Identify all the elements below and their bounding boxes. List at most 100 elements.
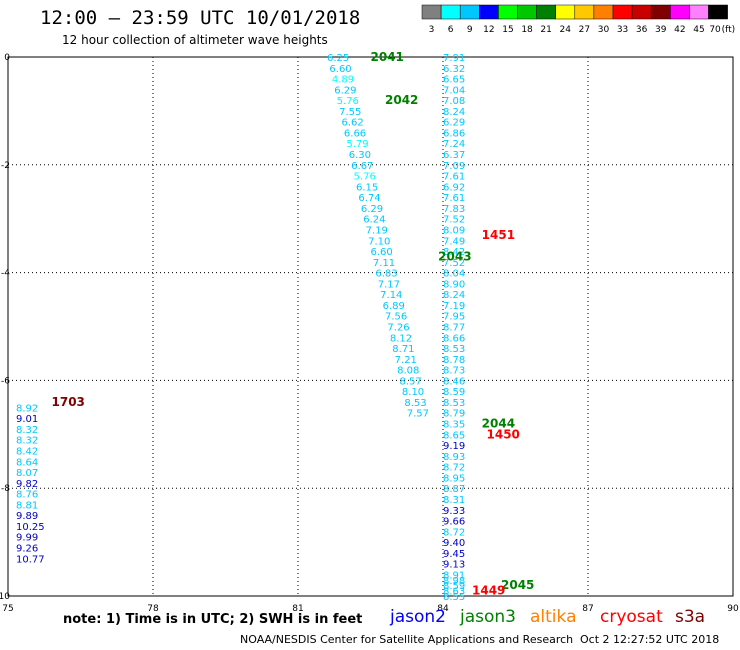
data-point-label: 5.79 bbox=[346, 139, 368, 150]
data-point-label: 9.19 bbox=[443, 441, 465, 452]
legend-cryosat: cryosat bbox=[600, 607, 663, 627]
data-point-label: 8.63 bbox=[443, 587, 465, 598]
data-point-label: 8.90 bbox=[443, 279, 465, 290]
data-point-label: 8.12 bbox=[390, 333, 412, 344]
scale-label: 30 bbox=[598, 25, 610, 35]
data-point-label: 7.14 bbox=[380, 290, 402, 301]
data-point-label: 7.52 bbox=[443, 258, 465, 269]
scale-unit: (ft) bbox=[722, 25, 736, 35]
scale-label: 3 bbox=[429, 25, 435, 35]
x-tick-label: 87 bbox=[582, 604, 593, 614]
pass-time-label: 2041 bbox=[371, 50, 404, 64]
data-point-label: 7.52 bbox=[443, 215, 465, 226]
data-point-label: 6.29 bbox=[334, 85, 356, 96]
legend-jason2: jason2 bbox=[390, 607, 446, 627]
data-point-label: 6.37 bbox=[443, 150, 465, 161]
data-point-label: 8.59 bbox=[443, 581, 465, 592]
data-point-label: 5.76 bbox=[337, 96, 359, 107]
data-point-label: 6.60 bbox=[371, 247, 393, 258]
data-point-label: 8.42 bbox=[443, 247, 465, 258]
scale-label: 45 bbox=[693, 25, 704, 35]
data-point-label: 6.74 bbox=[358, 193, 380, 204]
x-tick-label: 78 bbox=[147, 604, 159, 614]
data-point-label: 8.32 bbox=[16, 436, 38, 447]
x-tick-label: 84 bbox=[437, 604, 449, 614]
pass-time-label: 1449 bbox=[472, 584, 505, 598]
footer-timestamp: Oct 2 12:27:52 UTC 2018 bbox=[580, 633, 720, 646]
data-point-label: 9.33 bbox=[443, 506, 465, 517]
x-tick-label: 75 bbox=[2, 604, 13, 614]
data-point-label: 8.53 bbox=[443, 398, 465, 409]
legend-jason3: jason3 bbox=[460, 607, 516, 627]
x-tick-label: 81 bbox=[292, 604, 303, 614]
x-tick-label: 90 bbox=[727, 604, 739, 614]
data-point-label: 7.83 bbox=[443, 204, 465, 215]
data-point-label: 7.61 bbox=[443, 172, 465, 183]
footer-credit: NOAA/NESDIS Center for Satellite Applica… bbox=[240, 633, 574, 646]
scale-label: 12 bbox=[483, 25, 494, 35]
scale-label: 6 bbox=[448, 25, 454, 35]
data-point-label: 8.53 bbox=[443, 344, 465, 355]
data-point-label: 8.78 bbox=[443, 355, 465, 366]
scale-label: 33 bbox=[617, 25, 628, 35]
data-point-label: 9.45 bbox=[443, 549, 465, 560]
data-point-label: 8.73 bbox=[443, 366, 465, 377]
data-point-label: 8.24 bbox=[443, 290, 465, 301]
pass-time-label: 2043 bbox=[438, 249, 471, 263]
pass-time-label: 2045 bbox=[501, 578, 534, 592]
data-point-label: 7.24 bbox=[443, 139, 465, 150]
chart-subtitle: 12 hour collection of altimeter wave hei… bbox=[62, 33, 328, 47]
data-point-label: 6.92 bbox=[443, 182, 465, 193]
scale-label: 36 bbox=[636, 25, 648, 35]
data-point-label: 9.82 bbox=[16, 479, 38, 490]
data-point-label: 8.08 bbox=[397, 366, 419, 377]
data-point-label: 7.61 bbox=[443, 193, 465, 204]
y-tick-label: -4 bbox=[1, 269, 10, 279]
data-point-label: 6.62 bbox=[342, 118, 364, 129]
data-point-label: 8.72 bbox=[443, 527, 465, 538]
legend-altika: altika bbox=[530, 607, 577, 627]
data-point-label: 8.07 bbox=[16, 468, 38, 479]
data-point-label: 8.65 bbox=[443, 430, 465, 441]
data-point-label: 9.40 bbox=[443, 538, 465, 549]
data-point-label: 6.29 bbox=[443, 118, 465, 129]
data-point-label: 8.76 bbox=[16, 490, 38, 501]
scale-label: 27 bbox=[579, 25, 590, 35]
note-text: note: 1) Time is in UTC; 2) SWH is in fe… bbox=[63, 612, 363, 627]
scale-label: 15 bbox=[502, 25, 513, 35]
data-point-label: 6.65 bbox=[443, 75, 465, 86]
data-point-label: 6.86 bbox=[443, 128, 465, 139]
data-point-label: 8.81 bbox=[16, 500, 38, 511]
data-point-label: 8.53 bbox=[404, 398, 426, 409]
data-point-label: 7.49 bbox=[443, 236, 465, 247]
data-point-label: 8.32 bbox=[16, 425, 38, 436]
data-point-label: 9.99 bbox=[16, 533, 38, 544]
data-point-label: 7.19 bbox=[366, 225, 388, 236]
pass-time-label: 1450 bbox=[487, 427, 520, 441]
data-point-label: 8.24 bbox=[443, 107, 465, 118]
data-point-label: 5.76 bbox=[354, 172, 376, 183]
pass-time-label: 2042 bbox=[385, 93, 418, 107]
data-point-label: 8.46 bbox=[443, 376, 465, 387]
pass-time-label: 2044 bbox=[482, 417, 515, 431]
data-point-label: 6.83 bbox=[375, 269, 397, 280]
data-point-label: 10.25 bbox=[16, 522, 45, 533]
data-point-label: 8.57 bbox=[400, 376, 422, 387]
data-point-label: 6.60 bbox=[329, 64, 351, 75]
data-point-label: 6.25 bbox=[327, 53, 349, 64]
y-tick-label: -6 bbox=[1, 376, 10, 386]
y-tick-label: -2 bbox=[1, 161, 10, 171]
data-point-label: 8.87 bbox=[443, 484, 465, 495]
chart-title: 12:00 – 23:59 UTC 10/01/2018 bbox=[40, 7, 361, 29]
data-point-label: 4.89 bbox=[332, 75, 354, 86]
data-point-label: 7.55 bbox=[339, 107, 361, 118]
data-point-label: 7.17 bbox=[378, 279, 400, 290]
data-point-label: 9.26 bbox=[16, 543, 38, 554]
data-point-label: 8.71 bbox=[392, 344, 414, 355]
data-point-label: 7.95 bbox=[443, 312, 465, 323]
data-point-label: 8.93 bbox=[443, 452, 465, 463]
data-point-label: 8.79 bbox=[443, 409, 465, 420]
data-point-label: 10.77 bbox=[16, 554, 45, 565]
data-point-label: 6.15 bbox=[356, 182, 378, 193]
